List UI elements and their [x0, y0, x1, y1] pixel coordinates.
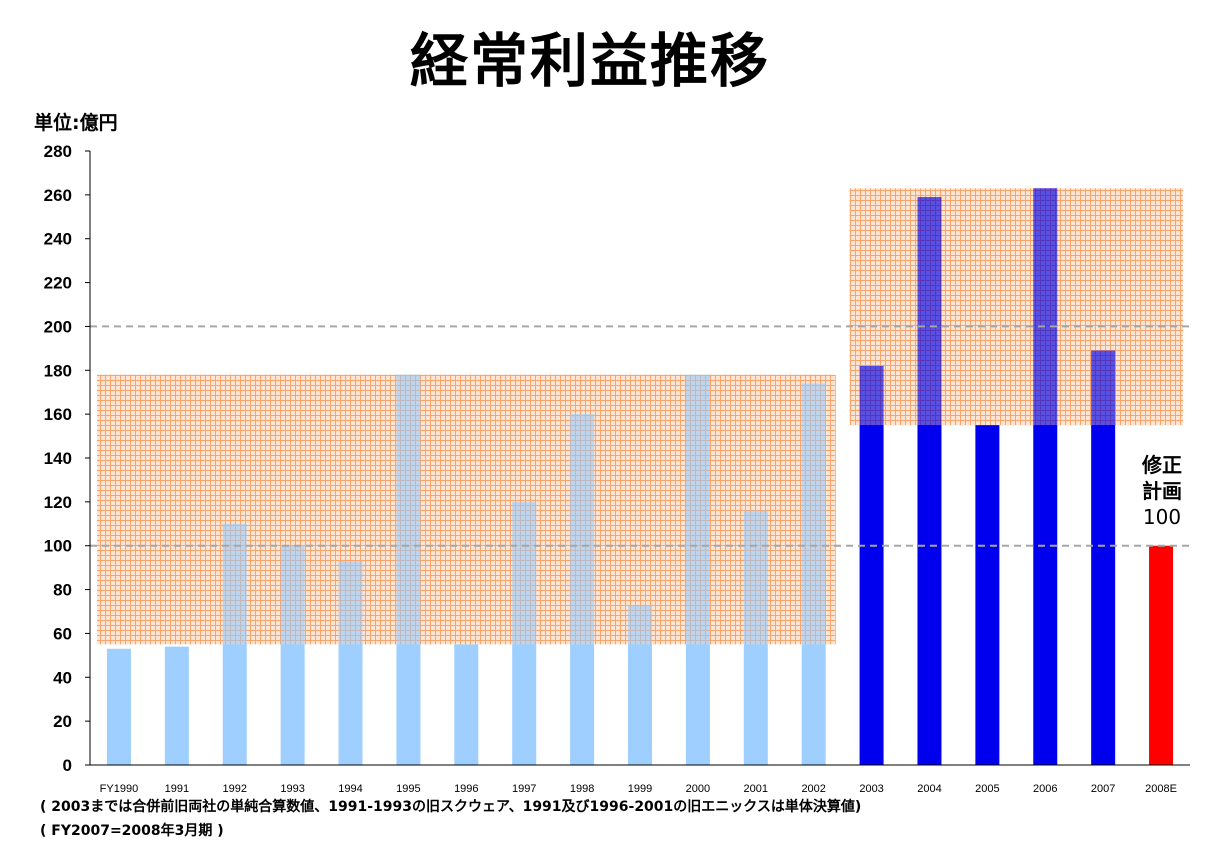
bar-1996 — [454, 644, 479, 765]
x-tick-label-2000: 2000 — [686, 783, 710, 795]
x-tick-label-1997: 1997 — [512, 783, 536, 795]
footnote-2: ( FY2007=2008年3月期 ) — [40, 823, 224, 839]
y-tick-label-200: 200 — [44, 317, 72, 336]
annotation-line-1: 修正 — [1142, 453, 1182, 477]
footnote-1: ( 2003までは合併前旧両社の単純合算数値、1991-1993の旧スクウェア、… — [40, 799, 862, 815]
reference-lines — [90, 325, 1190, 547]
bar-FY1990 — [106, 648, 131, 765]
x-tick-label-1991: 1991 — [165, 783, 189, 795]
band-overlay-2 — [849, 188, 1184, 426]
x-tick-label-2008E: 2008E — [1145, 783, 1177, 795]
y-tick-label-260: 260 — [44, 186, 72, 205]
bar-2005 — [975, 425, 1000, 765]
y-tick-labels: 0 20 40 60 80 100 120 140 160 180 200 220 240 260 280 — [44, 142, 90, 775]
y-tick-label-60: 60 — [53, 624, 72, 643]
y-tick-label-120: 120 — [44, 493, 72, 512]
y-tick-label-160: 160 — [44, 405, 72, 424]
x-tick-label-2003: 2003 — [859, 783, 883, 795]
y-tick-label-280: 280 — [44, 142, 72, 161]
forecast-annotation: 修正 計画 100 — [1132, 452, 1192, 530]
y-tick-label-40: 40 — [53, 668, 72, 687]
chart-title: 経常利益推移 — [409, 27, 770, 95]
x-tick-label-2002: 2002 — [801, 783, 825, 795]
x-tick-label-2005: 2005 — [975, 783, 999, 795]
x-tick-label-1999: 1999 — [628, 783, 652, 795]
y-tick-label-180: 180 — [44, 361, 72, 380]
bar-2003 — [859, 365, 884, 765]
x-tick-label-2001: 2001 — [744, 783, 768, 795]
x-tick-label-1993: 1993 — [280, 783, 304, 795]
x-tick-label-2006: 2006 — [1033, 783, 1057, 795]
y-tick-label-80: 80 — [53, 581, 72, 600]
y-tick-label-140: 140 — [44, 449, 72, 468]
y-tick-label-100: 100 — [44, 537, 72, 556]
x-tick-label-1996: 1996 — [454, 783, 478, 795]
y-tick-label-20: 20 — [53, 712, 72, 731]
x-tick-label-FY1990: FY1990 — [100, 783, 139, 795]
x-tick-labels: FY1990 1991 1992 1993 1994 1995 1996 1997 1998 19… — [100, 783, 1177, 795]
bar-2008E — [1149, 545, 1174, 765]
y-tick-label-240: 240 — [44, 230, 72, 249]
annotation-value: 100 — [1142, 505, 1182, 529]
x-tick-label-1995: 1995 — [396, 783, 420, 795]
bars — [96, 188, 1184, 766]
y-tick-label-220: 220 — [44, 274, 72, 293]
x-tick-label-1998: 1998 — [570, 783, 594, 795]
x-tick-label-1994: 1994 — [338, 783, 362, 795]
y-tick-label-0: 0 — [63, 756, 72, 775]
annotation-line-2: 計画 — [1142, 479, 1182, 503]
x-tick-label-2007: 2007 — [1091, 783, 1115, 795]
band-overlay-1 — [96, 374, 836, 645]
x-tick-label-1992: 1992 — [222, 783, 246, 795]
x-tick-label-2004: 2004 — [917, 783, 941, 795]
unit-label: 単位:億円 — [34, 112, 118, 134]
bar-1991 — [164, 646, 189, 765]
